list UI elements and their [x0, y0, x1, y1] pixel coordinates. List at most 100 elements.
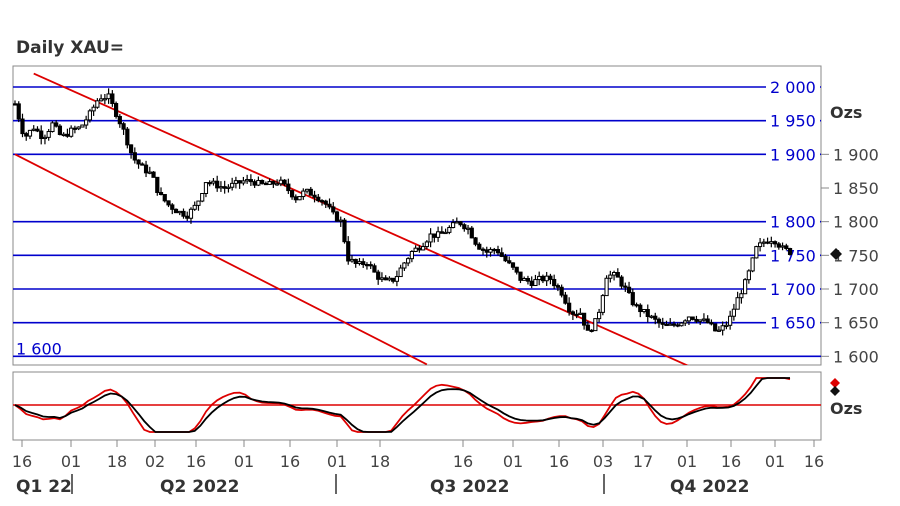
candle-body [683, 320, 688, 324]
candle-body [263, 182, 268, 186]
candle-body [200, 192, 205, 202]
candle-body [728, 315, 733, 326]
candle-body [166, 200, 171, 206]
candle-body [589, 329, 594, 332]
candle-body [499, 252, 504, 257]
candle-body [447, 227, 452, 233]
y-tick-label: 1 600 [833, 347, 879, 366]
candle-body [686, 316, 692, 322]
candle-body [181, 210, 186, 217]
candle-body [421, 246, 426, 251]
chart-title: Daily XAU= [16, 38, 125, 58]
candle-body [151, 171, 156, 178]
candle-body [713, 323, 718, 332]
candle-body [664, 323, 669, 327]
oscillator [13, 377, 840, 433]
candle-body [743, 279, 748, 295]
unit-label-oscillator: Ozs [830, 399, 862, 418]
candle-body [13, 103, 18, 106]
candle-body [113, 103, 119, 117]
candle-body [99, 98, 104, 102]
candle-body [87, 110, 92, 121]
candle-body [170, 204, 175, 210]
candle-body [585, 324, 590, 331]
candle-body [776, 243, 781, 248]
candle-body [312, 194, 317, 198]
level-label: 1 950 [770, 112, 816, 131]
level-label-bg [766, 77, 820, 97]
main-panel-frame [12, 65, 822, 366]
quarter-label: Q4 2022 [670, 477, 750, 497]
candle-body [364, 264, 370, 267]
candle-body [346, 241, 351, 262]
candle-body [552, 278, 557, 287]
y-axis: 1 600 1 650 1 700 1 750 1 800 1 850 1 900 [821, 145, 879, 366]
candle-body [237, 180, 242, 184]
candle-body [694, 318, 699, 322]
candle-body [39, 130, 44, 140]
x-tick-label: 01 [677, 452, 697, 471]
candle-body [323, 200, 328, 205]
candle-body [289, 190, 295, 198]
candle-body [57, 125, 63, 135]
candle-body [342, 219, 347, 243]
candle-body [65, 133, 70, 137]
candle-body [522, 277, 527, 281]
level-label-bg [766, 110, 820, 131]
oscillator-marker-red [830, 378, 840, 388]
x-tick-label: 03 [593, 452, 613, 471]
x-tick-label: 18 [107, 452, 127, 471]
candle-body [349, 258, 355, 262]
quarter-label: Q2 2022 [160, 477, 240, 497]
candle-body [136, 159, 141, 165]
candle-body [660, 322, 665, 325]
candle-body [338, 219, 343, 222]
candle-body [641, 309, 647, 313]
candle-body [372, 265, 377, 273]
x-tick-label: 18 [370, 452, 390, 471]
candle-body [20, 118, 25, 135]
candle-body [525, 277, 531, 282]
candle-body [218, 186, 224, 189]
candle-body [484, 249, 489, 253]
candle-body [533, 279, 538, 287]
candle-body [267, 181, 272, 185]
candle-body [110, 93, 115, 105]
candle-body [147, 171, 152, 174]
candle-body [203, 182, 209, 194]
candle-body [132, 152, 137, 161]
candle-body [76, 126, 81, 130]
candle-body [274, 183, 280, 186]
candle-body [574, 313, 579, 316]
candle-body [162, 194, 167, 202]
candle-body [462, 224, 467, 230]
y-tick-label: 1 750 [833, 246, 879, 265]
x-tick-label: 16 [453, 452, 473, 471]
x-tick-label: 16 [549, 452, 569, 471]
candle-body [772, 241, 778, 245]
candle-body [394, 276, 400, 282]
candle-body [54, 122, 59, 127]
quarter-label: Q3 2022 [430, 477, 510, 497]
candle-body [473, 237, 478, 245]
candle-body [211, 180, 216, 184]
level-label-bg [766, 245, 820, 266]
x-tick-label: 16 [721, 452, 741, 471]
candle-body [769, 241, 774, 244]
candle-body [563, 294, 568, 304]
x-tick-label: 02 [145, 452, 165, 471]
candle-body [334, 211, 340, 222]
candle-body [626, 286, 632, 294]
candle-body [754, 246, 759, 259]
candle-body [645, 309, 650, 317]
candle-body [80, 124, 85, 128]
candle-body [518, 271, 523, 281]
candle-body [428, 233, 433, 243]
x-tick-label: 01 [61, 452, 81, 471]
candle-body [31, 128, 36, 131]
x-tick-label: 16 [186, 452, 206, 471]
candle-body [690, 316, 695, 320]
x-tick-label: 01 [327, 452, 347, 471]
candle-body [432, 233, 437, 238]
candle-body [492, 248, 497, 252]
